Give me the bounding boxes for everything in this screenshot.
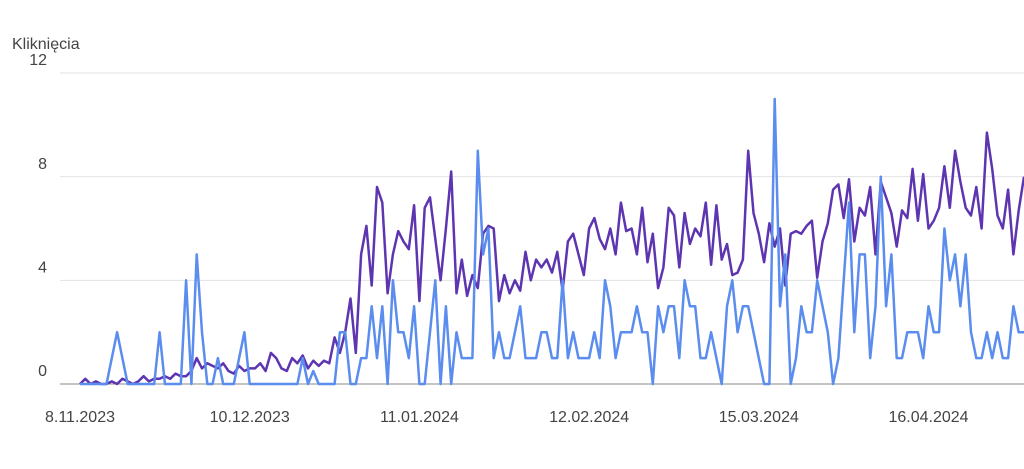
x-tick-label: 8.11.2023 — [45, 409, 115, 426]
x-tick-label: 15.03.2024 — [719, 409, 799, 426]
series-line — [79, 131, 1024, 386]
x-tick-label: 10.12.2023 — [210, 409, 290, 426]
y-tick-label: 12 — [29, 52, 47, 69]
x-tick-label: 16.04.2024 — [889, 409, 969, 426]
x-tick-label: 12.02.2024 — [549, 409, 629, 426]
series-line — [80, 97, 1024, 386]
y-tick-label: 0 — [38, 363, 47, 380]
y-tick-label: 4 — [38, 260, 47, 277]
grid: 0 4 8 12 8.11.2023 10.12.2023 11.01.2024 12.02.… — [29, 52, 1024, 426]
y-tick-label: 8 — [38, 156, 47, 173]
x-tick-label: 11.01.2024 — [380, 409, 459, 426]
y-axis-title: Kliknięcia — [12, 36, 80, 53]
lines — [79, 97, 1024, 386]
